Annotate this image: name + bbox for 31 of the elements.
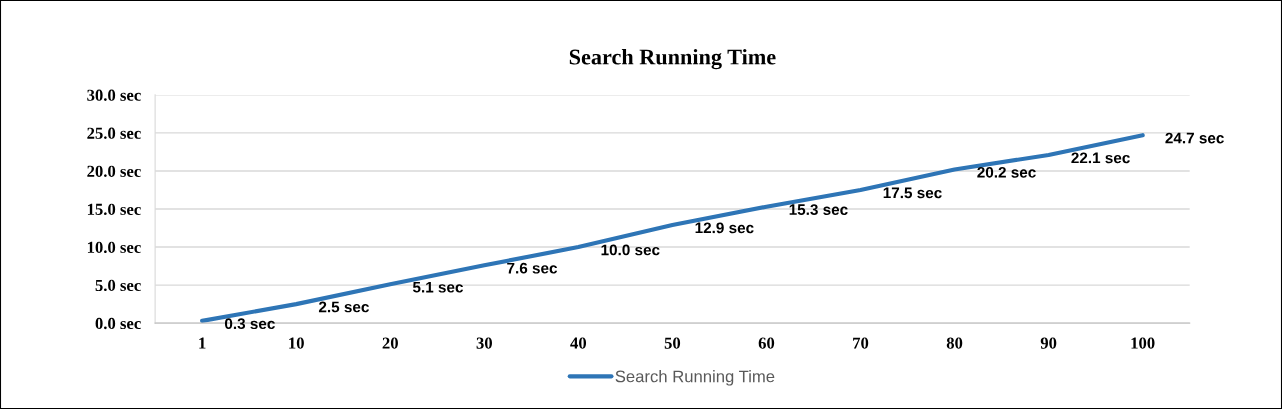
- y-tick-label: 10.0 sec: [87, 241, 141, 254]
- x-tick-label: 1: [199, 337, 206, 349]
- x-tick-label: 10: [289, 337, 304, 349]
- x-tick-label: 30: [476, 337, 492, 349]
- data-label: 12.9 sec: [695, 222, 754, 234]
- x-tick-label: 70: [853, 337, 869, 349]
- data-label: 2.5 sec: [318, 301, 369, 313]
- y-tick-label: 30.0 sec: [87, 89, 141, 101]
- y-tick-label: 20.0 sec: [87, 165, 141, 177]
- data-label: 17.5 sec: [883, 187, 942, 199]
- legend-label: Search Running Time: [615, 370, 775, 386]
- data-label: 24.7 sec: [1165, 132, 1224, 144]
- x-tick-label: 50: [664, 337, 681, 349]
- data-label: 0.3 sec: [224, 318, 275, 330]
- x-tick-label: 90: [1040, 337, 1057, 349]
- y-tick-label: 0.0 sec: [95, 317, 141, 330]
- data-label: 7.6 sec: [507, 262, 558, 274]
- x-tick-label: 80: [946, 337, 963, 349]
- y-tick-label: 25.0 sec: [87, 127, 141, 139]
- x-tick-label: 100: [1131, 337, 1155, 349]
- data-label: 10.0 sec: [601, 244, 660, 256]
- x-tick-label: 60: [758, 337, 775, 349]
- data-label: 15.3 sec: [789, 204, 848, 216]
- x-tick-label: 40: [570, 337, 587, 349]
- data-label: 20.2 sec: [977, 166, 1036, 178]
- chart-title: Search Running Time: [569, 48, 776, 70]
- y-tick-label: 15.0 sec: [87, 203, 141, 216]
- data-label: 5.1 sec: [412, 281, 463, 293]
- data-label: 22.1 sec: [1071, 152, 1130, 164]
- x-tick-label: 20: [382, 337, 398, 349]
- y-tick-label: 5.0 sec: [95, 279, 141, 292]
